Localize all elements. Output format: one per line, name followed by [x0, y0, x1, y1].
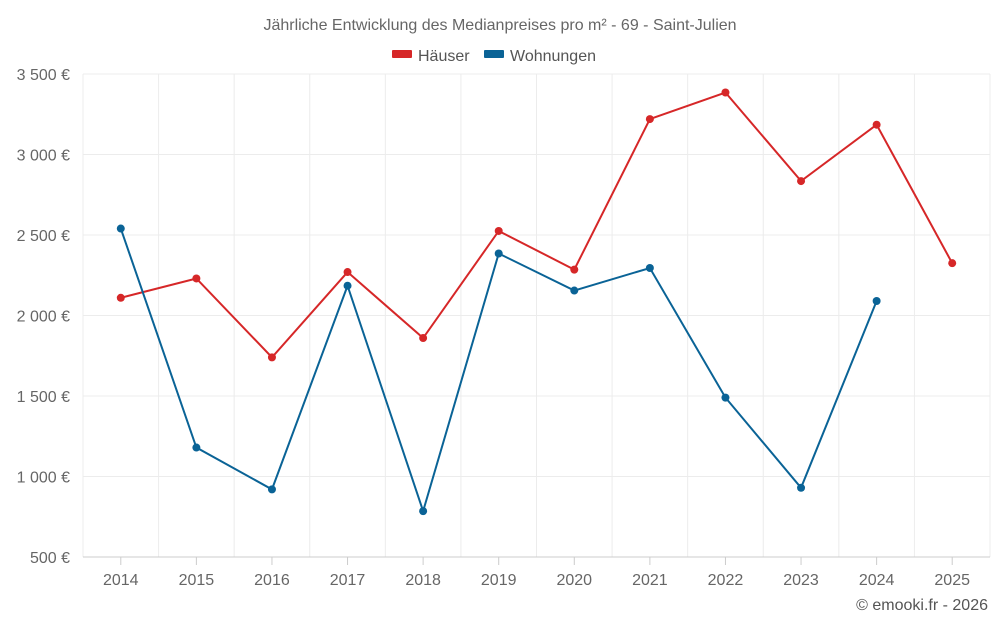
x-tick-label: 2023	[783, 572, 819, 589]
x-tick-label: 2016	[254, 572, 290, 589]
y-tick-label: 500 €	[30, 550, 70, 567]
y-tick-label: 2 000 €	[17, 309, 70, 326]
x-tick-label: 2020	[556, 572, 592, 589]
series-line-haeuser	[120, 91, 954, 359]
data-point-haeuser[interactable]	[721, 88, 730, 97]
data-point-haeuser[interactable]	[645, 115, 654, 124]
x-tick-label: 2021	[632, 572, 668, 589]
data-point-wohnungen[interactable]	[192, 443, 201, 452]
x-tick-label: 2024	[859, 572, 895, 589]
x-tick-label: 2019	[481, 572, 517, 589]
legend-item-wohnungen[interactable]: Wohnungen	[484, 48, 596, 65]
x-tick-label: 2025	[934, 572, 970, 589]
y-tick-label: 3 000 €	[17, 148, 70, 165]
x-tick-label: 2018	[405, 572, 441, 589]
data-point-wohnungen[interactable]	[797, 483, 806, 492]
legend-swatch-haeuser	[392, 50, 412, 58]
data-point-wohnungen[interactable]	[419, 507, 428, 516]
data-point-wohnungen[interactable]	[645, 264, 654, 273]
data-point-haeuser[interactable]	[570, 265, 579, 274]
data-point-haeuser[interactable]	[948, 259, 957, 268]
x-tick-label: 2014	[103, 572, 139, 589]
data-point-wohnungen[interactable]	[343, 281, 352, 290]
data-point-haeuser[interactable]	[192, 274, 201, 283]
data-point-haeuser[interactable]	[419, 334, 428, 343]
x-tick-label: 2015	[179, 572, 215, 589]
data-point-wohnungen[interactable]	[116, 224, 125, 233]
chart-title: Jährliche Entwicklung des Medianpreises …	[263, 17, 736, 34]
series-layer	[116, 88, 957, 516]
data-point-haeuser[interactable]	[872, 120, 881, 129]
series-haeuser	[116, 88, 957, 362]
y-tick-label: 1 000 €	[17, 470, 70, 487]
y-tick-label: 3 500 €	[17, 67, 70, 84]
data-point-wohnungen[interactable]	[872, 297, 881, 306]
y-tick-label: 2 500 €	[17, 228, 70, 245]
data-point-wohnungen[interactable]	[721, 393, 730, 402]
data-point-haeuser[interactable]	[797, 177, 806, 186]
x-tick-label: 2022	[708, 572, 744, 589]
legend-item-haeuser[interactable]: Häuser	[392, 48, 470, 65]
x-tick-label: 2017	[330, 572, 366, 589]
axes: 500 € 1 000 € 1 500 € 2 000 € 2 500 € 3 000 €…	[17, 67, 990, 589]
legend-label-haeuser: Häuser	[418, 48, 470, 65]
y-tick-label: 1 500 €	[17, 389, 70, 406]
data-point-haeuser[interactable]	[267, 353, 276, 362]
legend-swatch-wohnungen	[484, 50, 504, 58]
grid	[82, 73, 991, 557]
legend: Häuser Wohnungen	[392, 48, 596, 65]
data-point-haeuser[interactable]	[343, 268, 352, 277]
data-point-wohnungen[interactable]	[570, 286, 579, 295]
legend-label-wohnungen: Wohnungen	[510, 48, 596, 65]
data-point-wohnungen[interactable]	[494, 249, 503, 258]
data-point-haeuser[interactable]	[494, 226, 503, 235]
series-wohnungen	[116, 224, 881, 516]
data-point-haeuser[interactable]	[116, 293, 125, 302]
data-point-wohnungen[interactable]	[267, 485, 276, 494]
credit-text: © emooki.fr - 2026	[856, 597, 988, 614]
